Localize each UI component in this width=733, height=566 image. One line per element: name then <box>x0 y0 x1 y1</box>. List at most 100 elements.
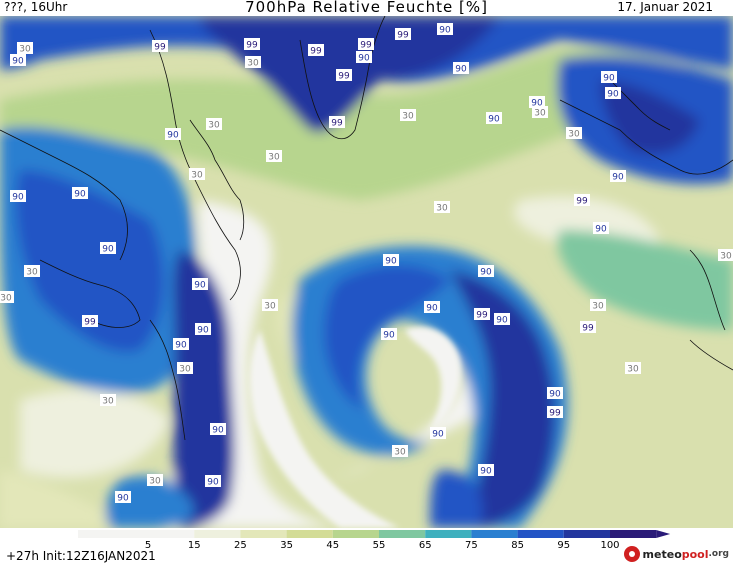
value-label-text: 90 <box>426 304 438 314</box>
value-label-30: 30 <box>566 127 582 140</box>
value-label-text: 90 <box>480 467 492 477</box>
header-bar: ???, 16Uhr 700hPa Relative Feuchte [%] 1… <box>0 0 733 16</box>
value-label-text: 90 <box>488 115 500 125</box>
value-label-text: 90 <box>212 426 224 436</box>
value-label-90: 90 <box>424 301 440 314</box>
value-label-30: 30 <box>400 109 416 122</box>
value-label-text: 30 <box>720 252 732 262</box>
value-label-30: 30 <box>434 201 450 214</box>
value-label-text: 90 <box>432 430 444 440</box>
value-label-text: 30 <box>534 109 546 119</box>
value-label-text: 30 <box>568 130 580 140</box>
value-label-99: 99 <box>474 308 490 321</box>
value-label-90: 90 <box>115 491 131 504</box>
moist-region-bottom-center <box>430 470 483 528</box>
value-label-text: 90 <box>167 131 179 141</box>
colorbar: 5 15 25 35 45 55 65 75 85 95 100 <box>78 530 671 551</box>
value-label-text: 30 <box>402 112 414 122</box>
meteopool-logo-icon <box>623 546 640 562</box>
value-label-99: 99 <box>82 315 98 328</box>
value-label-text: 90 <box>74 190 86 200</box>
moist-region-frontal-band <box>450 270 555 528</box>
value-label-text: 30 <box>149 477 161 487</box>
value-label-99: 99 <box>395 28 411 41</box>
value-label-90: 90 <box>453 62 469 75</box>
colorbar-end-arrow <box>656 530 671 538</box>
value-label-text: 30 <box>26 268 38 278</box>
value-label-90: 90 <box>10 54 26 67</box>
colorbar-swatch <box>563 530 610 538</box>
value-label-text: 90 <box>385 257 397 267</box>
value-label-text: 30 <box>264 302 276 312</box>
value-label-text: 30 <box>0 294 12 304</box>
value-label-90: 90 <box>486 112 502 125</box>
value-label-30: 30 <box>206 118 222 131</box>
value-label-90: 90 <box>210 423 226 436</box>
value-label-99: 99 <box>547 406 563 419</box>
moist-region-northwest-core <box>16 170 164 352</box>
value-label-text: 99 <box>549 409 561 419</box>
value-label-90: 90 <box>165 128 181 141</box>
value-label-text: 30 <box>436 204 448 214</box>
colorbar-swatch <box>610 530 657 538</box>
dry-patch-southwest <box>20 389 170 478</box>
coast-great-lakes <box>39 259 141 328</box>
value-label-90: 90 <box>601 71 617 84</box>
value-label-text: 99 <box>360 41 372 51</box>
value-label-text: 30 <box>102 397 114 407</box>
value-label-90: 90 <box>478 265 494 278</box>
value-label-text: 99 <box>246 41 258 51</box>
value-label-90: 90 <box>192 278 208 291</box>
colorbar-tick-label: 100 <box>600 540 619 551</box>
dry-patch-bottom-left <box>0 470 130 528</box>
value-label-text: 90 <box>197 326 209 336</box>
colorbar-tick-label: 55 <box>373 540 386 551</box>
value-label-30: 30 <box>590 299 606 312</box>
value-label-text: 90 <box>612 173 624 183</box>
value-label-text: 99 <box>310 47 322 57</box>
value-label-text: 90 <box>383 331 395 341</box>
value-label-text: 99 <box>576 197 588 207</box>
value-label-90: 90 <box>529 96 545 109</box>
value-label-30: 30 <box>147 474 163 487</box>
value-label-text: 30 <box>394 448 406 458</box>
value-label-30: 30 <box>625 362 641 375</box>
map-value-labels: 30 90 99 99 99 99 99 90 90 99 30 90 90 90 90 30 99 30 90 30… <box>0 23 733 504</box>
humidity-map: 30 90 99 99 99 99 99 90 90 99 30 90 90 90 90 30 99 30 90 30… <box>0 16 733 528</box>
value-label-90: 90 <box>547 387 563 400</box>
value-label-text: 30 <box>191 171 203 181</box>
colorbar-tick-label: 75 <box>465 540 478 551</box>
moist-band-north <box>0 48 733 200</box>
meteopool-brand[interactable]: meteo pool .org <box>623 546 729 562</box>
value-label-text: 99 <box>476 311 488 321</box>
value-label-30: 30 <box>718 249 733 262</box>
value-label-99: 99 <box>244 38 260 51</box>
value-label-text: 90 <box>12 193 24 203</box>
value-label-90: 90 <box>430 427 446 440</box>
value-label-text: 90 <box>480 268 492 278</box>
value-label-text: 90 <box>455 65 467 75</box>
value-label-text: 99 <box>84 318 96 328</box>
value-label-90: 90 <box>72 187 88 200</box>
value-label-99: 99 <box>580 321 596 334</box>
value-label-99: 99 <box>329 116 345 129</box>
value-label-text: 90 <box>12 57 24 67</box>
value-label-99: 99 <box>358 38 374 51</box>
map-title: 700hPa Relative Feuchte [%] <box>245 0 488 16</box>
value-label-text: 30 <box>179 365 191 375</box>
value-label-text: 99 <box>154 43 166 53</box>
value-label-30: 30 <box>100 394 116 407</box>
brand-suffix: .org <box>708 549 729 559</box>
value-label-text: 30 <box>627 365 639 375</box>
colorbar-swatch <box>240 530 287 538</box>
value-label-99: 99 <box>152 40 168 53</box>
value-label-90: 90 <box>494 313 510 326</box>
colorbar-tick-label: 35 <box>280 540 293 551</box>
colorbar-swatch <box>194 530 241 538</box>
value-label-text: 99 <box>338 72 350 82</box>
colorbar-tick-label: 95 <box>557 540 570 551</box>
colorbar-swatch <box>332 530 379 538</box>
value-label-90: 90 <box>356 51 372 64</box>
colorbar-swatch <box>78 530 195 538</box>
value-label-30: 30 <box>189 168 205 181</box>
